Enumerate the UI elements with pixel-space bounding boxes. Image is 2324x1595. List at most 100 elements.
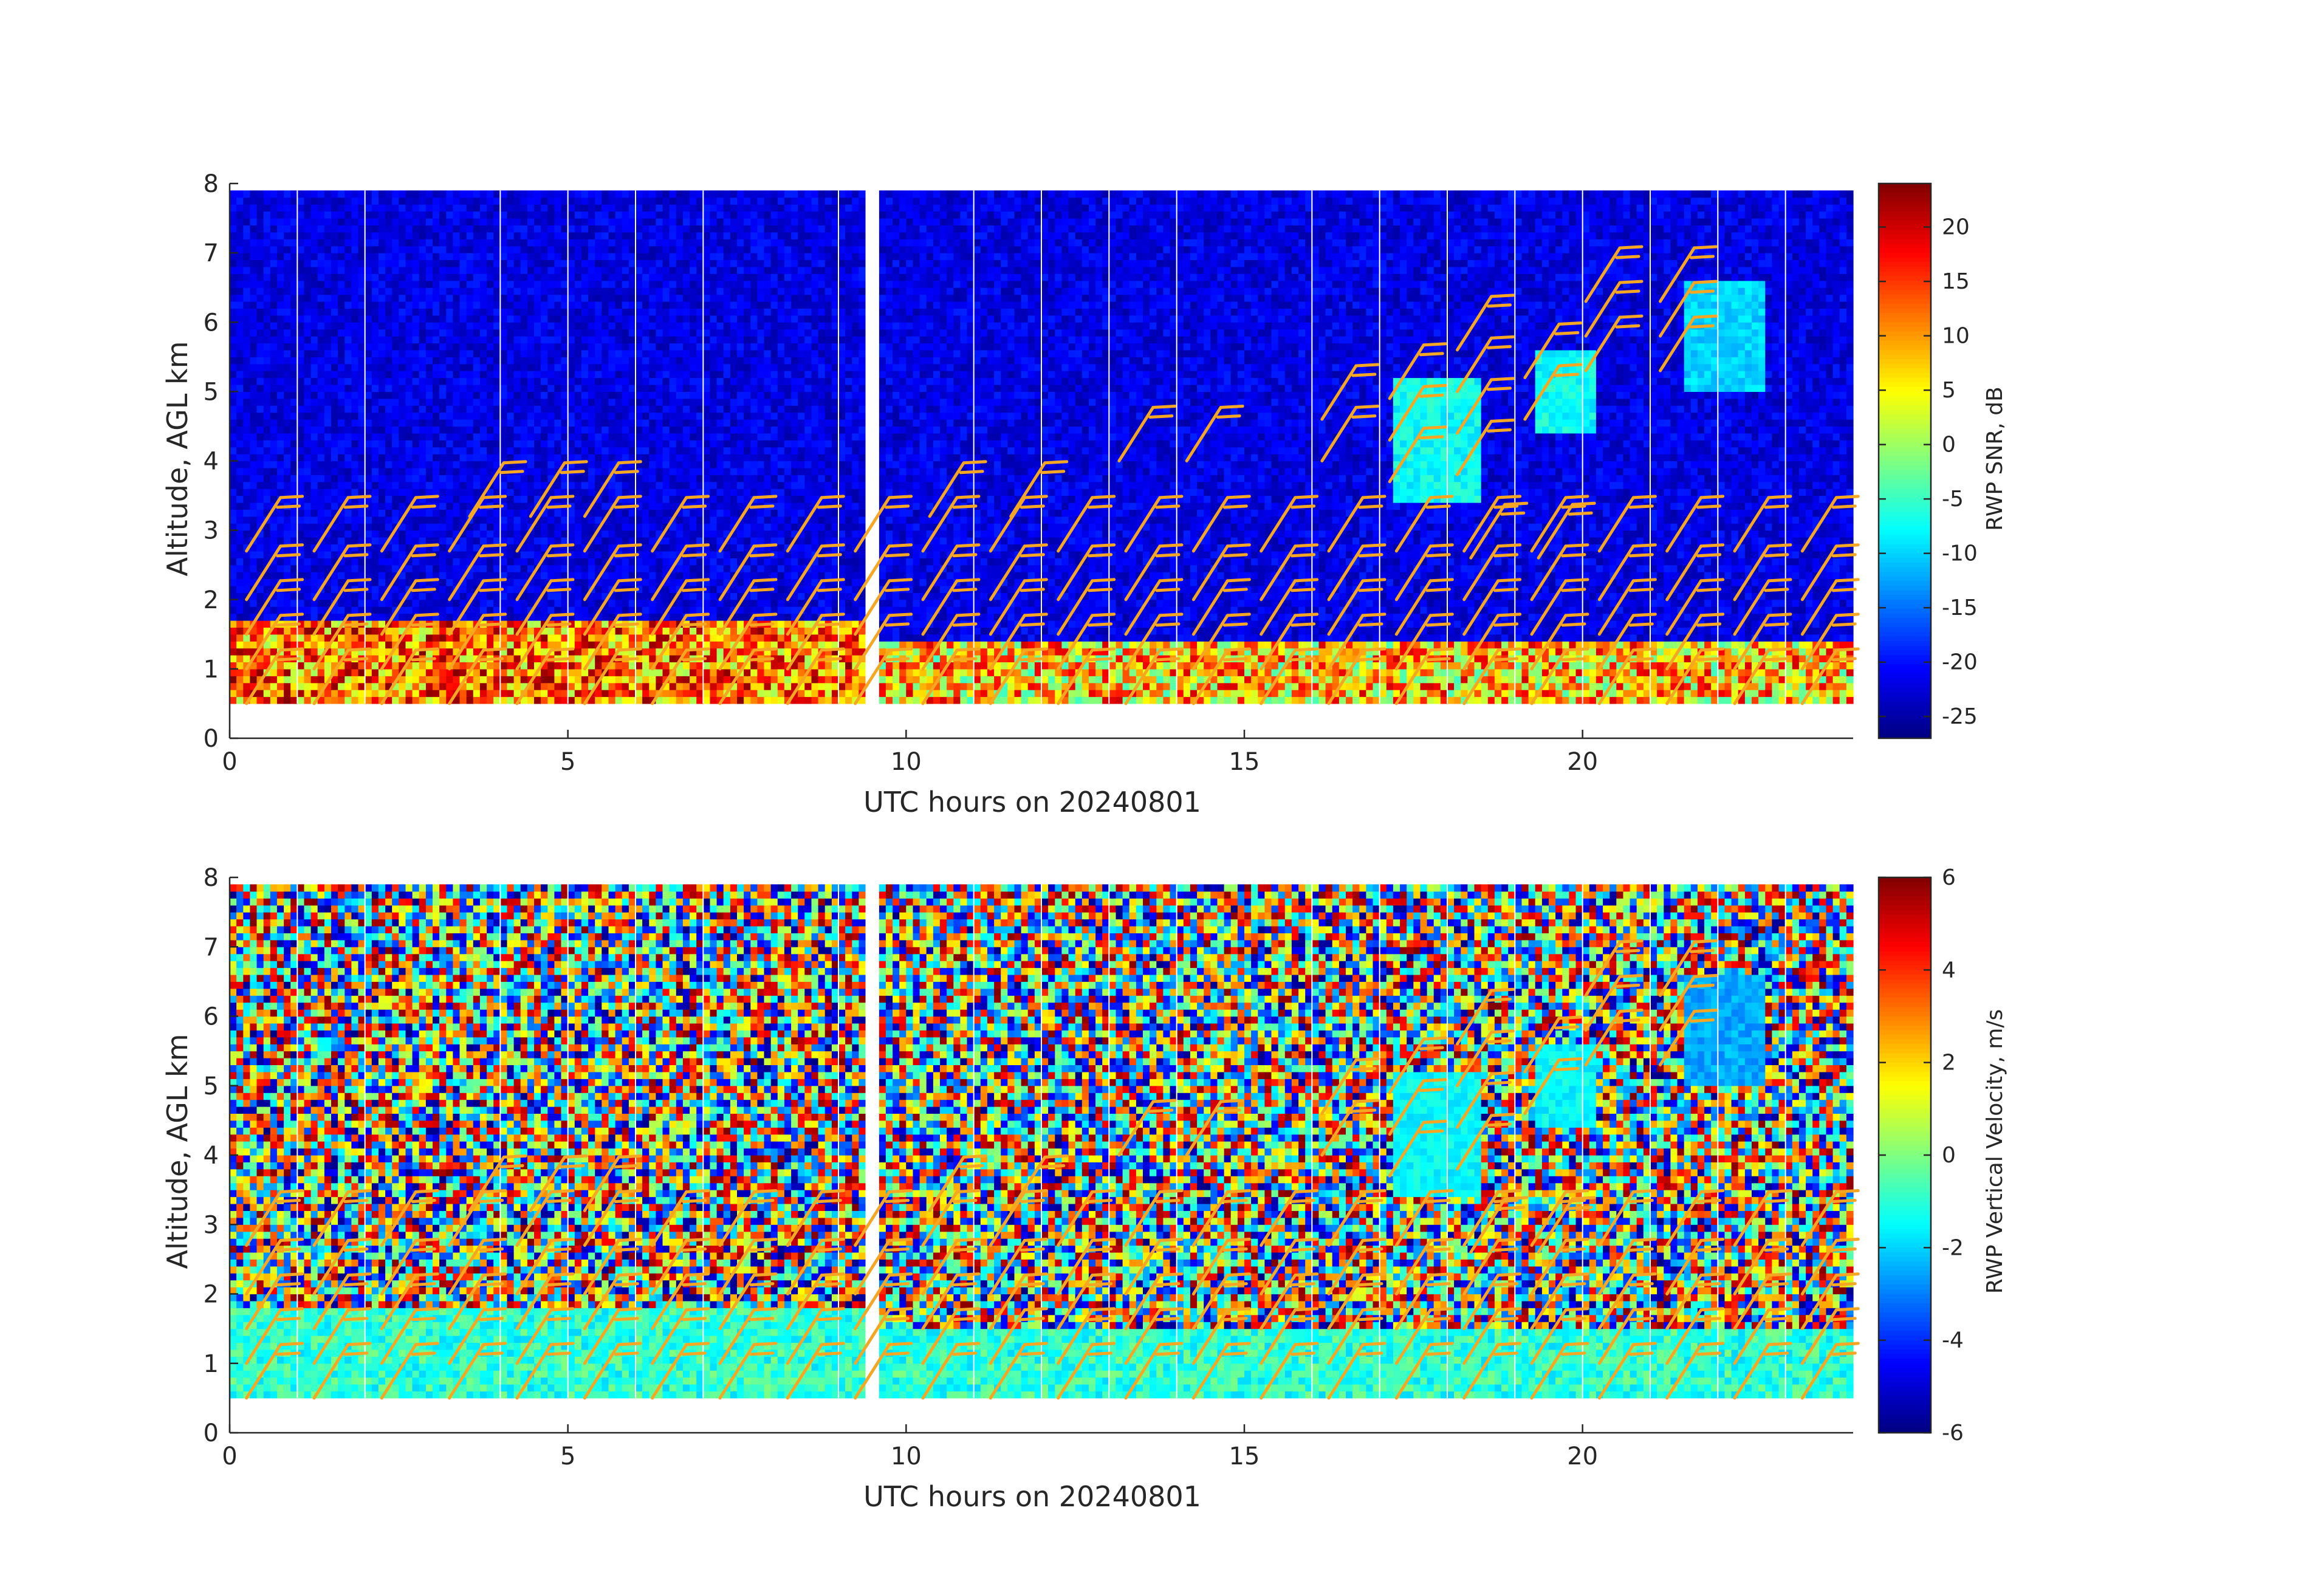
- heatmap-cell: [534, 281, 541, 288]
- heatmap-cell: [500, 447, 507, 454]
- heatmap-cell: [284, 433, 291, 441]
- heatmap-cell: [534, 267, 541, 274]
- heatmap-cell: [568, 399, 575, 406]
- heatmap-cell: [406, 211, 413, 219]
- heatmap-cell: [372, 239, 379, 246]
- heatmap-cell: [500, 197, 507, 205]
- heatmap-cell: [372, 350, 379, 357]
- heatmap-cell: [467, 586, 474, 593]
- heatmap-cell: [473, 413, 481, 420]
- heatmap-cell: [277, 537, 284, 544]
- heatmap-cell: [331, 697, 338, 704]
- heatmap-cell: [467, 697, 474, 704]
- heatmap-cell: [467, 419, 474, 427]
- heatmap-cell: [385, 322, 392, 329]
- heatmap-cell: [358, 371, 366, 378]
- heatmap-cell: [467, 357, 474, 364]
- heatmap-cell: [297, 405, 304, 413]
- heatmap-cell: [236, 482, 244, 489]
- heatmap-cell: [527, 273, 535, 281]
- heatmap-cell: [426, 246, 433, 253]
- heatmap-cell: [264, 225, 271, 233]
- heatmap-cell: [297, 322, 304, 329]
- heatmap-cell: [406, 357, 413, 364]
- heatmap-cell: [473, 301, 481, 309]
- heatmap-cell: [338, 516, 345, 524]
- heatmap-cell: [480, 405, 487, 413]
- heatmap-cell: [439, 482, 447, 489]
- heatmap-cell: [413, 426, 420, 433]
- heatmap-cell: [236, 378, 244, 385]
- heatmap-cell: [243, 676, 250, 683]
- heatmap-cell: [344, 592, 352, 600]
- heatmap-cell: [399, 489, 406, 496]
- heatmap-cell: [480, 683, 487, 690]
- heatmap-cell: [480, 336, 487, 343]
- heatmap-cell: [230, 648, 237, 656]
- heatmap-cell: [304, 308, 312, 315]
- heatmap-cell: [230, 697, 237, 704]
- heatmap-cell: [331, 419, 338, 427]
- heatmap-cell: [270, 600, 278, 607]
- heatmap-cell: [331, 357, 338, 364]
- heatmap-cell: [534, 454, 541, 461]
- heatmap-cell: [290, 690, 298, 697]
- heatmap-cell: [521, 669, 528, 676]
- heatmap-cell: [460, 600, 467, 607]
- heatmap-cell: [372, 308, 379, 315]
- heatmap-cell: [446, 683, 453, 690]
- heatmap-cell: [358, 391, 366, 399]
- heatmap-cell: [588, 267, 595, 274]
- heatmap-cell: [277, 676, 284, 683]
- heatmap-cell: [514, 273, 521, 281]
- heatmap-cell: [500, 239, 507, 246]
- heatmap-cell: [446, 565, 453, 572]
- heatmap-cell: [297, 433, 304, 441]
- heatmap-cell: [493, 315, 501, 323]
- heatmap-cell: [236, 399, 244, 406]
- heatmap-cell: [460, 218, 467, 225]
- heatmap-cell: [257, 690, 264, 697]
- heatmap-cell: [277, 690, 284, 697]
- heatmap-cell: [500, 371, 507, 378]
- heatmap-cell: [392, 620, 399, 628]
- heatmap-cell: [284, 267, 291, 274]
- heatmap-cell: [541, 413, 548, 420]
- heatmap-cell: [547, 190, 555, 197]
- heatmap-cell: [473, 190, 481, 197]
- heatmap-cell: [595, 697, 602, 704]
- heatmap-cell: [473, 287, 481, 295]
- heatmap-cell: [344, 301, 352, 309]
- heatmap-cell: [527, 295, 535, 302]
- heatmap-cell: [561, 475, 569, 482]
- heatmap-cell: [365, 295, 372, 302]
- heatmap-cell: [324, 253, 332, 260]
- heatmap-cell: [439, 211, 447, 219]
- heatmap-cell: [514, 475, 521, 482]
- heatmap-cell: [507, 489, 515, 496]
- heatmap-cell: [514, 565, 521, 572]
- heatmap-cell: [554, 516, 561, 524]
- heatmap-cell: [318, 509, 325, 516]
- heatmap-cell: [460, 211, 467, 219]
- heatmap-cell: [392, 322, 399, 329]
- heatmap-cell: [527, 433, 535, 441]
- heatmap-cell: [547, 537, 555, 544]
- heatmap-cell: [304, 287, 312, 295]
- heatmap-cell: [473, 523, 481, 530]
- heatmap-cell: [344, 426, 352, 433]
- heatmap-cell: [588, 336, 595, 343]
- heatmap-cell: [507, 211, 515, 219]
- heatmap-cell: [385, 246, 392, 253]
- heatmap-cell: [419, 197, 427, 205]
- heatmap-cell: [575, 579, 582, 586]
- heatmap-cell: [493, 600, 501, 607]
- heatmap-cell: [547, 329, 555, 337]
- heatmap-cell: [588, 405, 595, 413]
- heatmap-cell: [392, 690, 399, 697]
- heatmap-cell: [304, 405, 312, 413]
- heatmap-cell: [297, 440, 304, 447]
- heatmap-cell: [297, 253, 304, 260]
- heatmap-cell: [534, 648, 541, 656]
- heatmap-cell: [290, 606, 298, 614]
